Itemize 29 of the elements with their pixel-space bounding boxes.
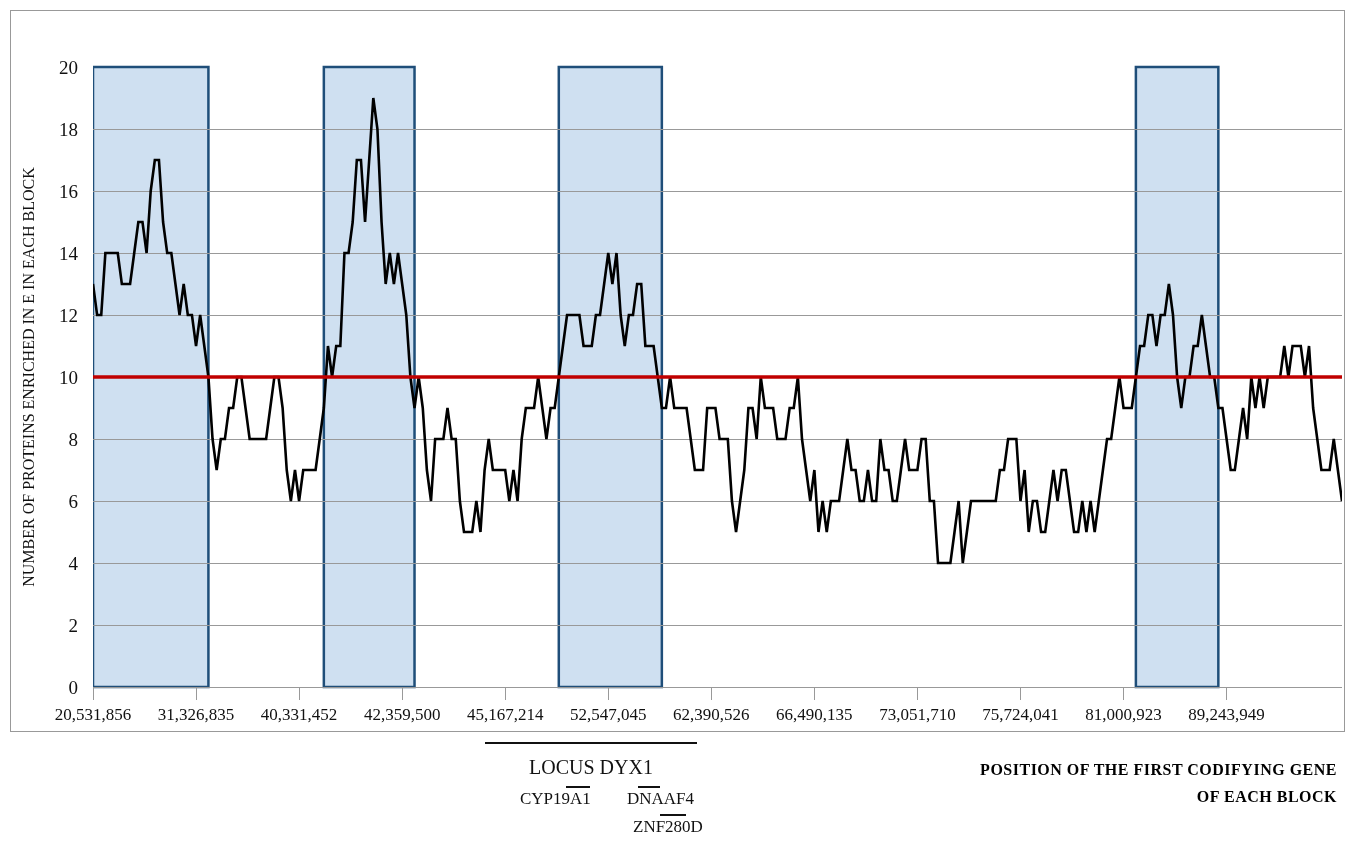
y-tick-label: 20	[59, 56, 78, 78]
x-tick-label: 89,243,949	[1188, 705, 1265, 725]
x-tick-label: 66,490,135	[776, 705, 853, 725]
y-tick-label: 0	[68, 676, 78, 698]
x-tick-label: 52,547,045	[570, 705, 647, 725]
y-tick-label: 10	[59, 366, 78, 388]
text: ZNF280D	[633, 817, 703, 837]
x-tick-label: 45,167,214	[466, 705, 544, 725]
x-tick-label: 62,390,526	[673, 705, 750, 725]
y-tick-label: 2	[68, 614, 78, 636]
x-tick-label: 81,000,923	[1085, 705, 1162, 725]
x-tick-label: 31,326,835	[157, 705, 235, 725]
x-tick-label: 40,331,452	[260, 705, 338, 725]
x-tick-label: 75,724,041	[982, 705, 1059, 725]
y-tick-label: 12	[59, 304, 78, 326]
y-tick-label: 8	[68, 428, 78, 450]
text: DNAAF4	[627, 789, 695, 809]
x-tick-label: 20,531,856	[54, 705, 132, 725]
y-tick-label: 14	[59, 242, 79, 264]
text: LOCUS DYX1	[529, 756, 653, 779]
y-tick-label: 16	[59, 180, 78, 202]
y-axis-title: NUMBER OF PROTEINS ENRICHED IN E IN EACH BLOCK	[19, 166, 37, 587]
x-tick-label: 73,051,710	[879, 705, 956, 725]
x-tick-label: 42,359,500	[363, 705, 441, 725]
y-tick-label: 18	[59, 118, 78, 140]
text: CYP19A1	[520, 789, 591, 809]
y-tick-label: 4	[68, 552, 79, 574]
y-tick-label: 6	[68, 490, 78, 512]
x-axis-title: POSITION OF THE FIRST CODIFYING GENE OF EACH BLOCK	[979, 760, 1337, 807]
